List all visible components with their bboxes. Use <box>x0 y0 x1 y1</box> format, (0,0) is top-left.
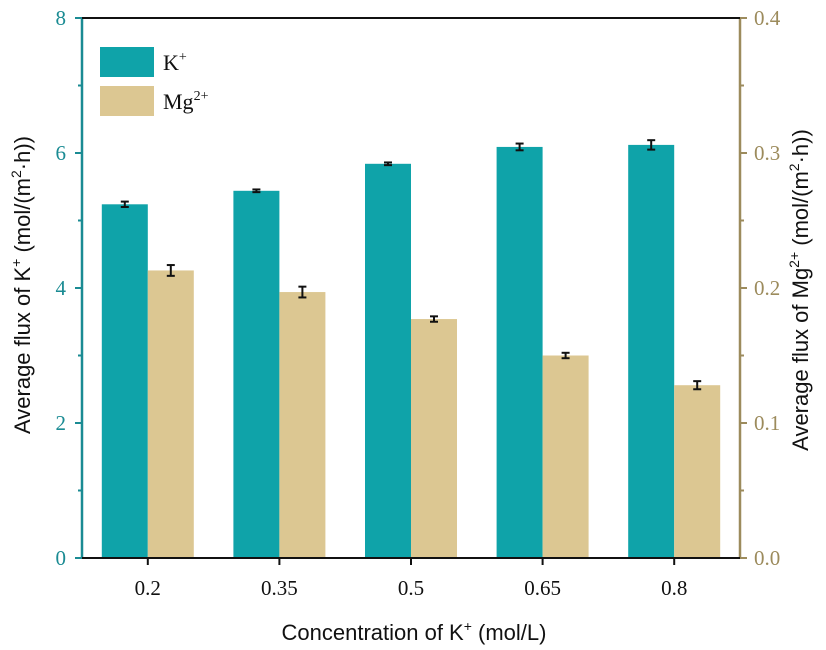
bar-k-3 <box>496 146 543 559</box>
tick-labels-layer: 0 2 4 6 8 0.0 0.1 0.2 0.3 0.4 0.2 0.35 0.5 0.65 0.8 <box>56 6 781 600</box>
right-axis-title: Average flux of Mg2+ (mol/(m2·h)) <box>786 129 813 451</box>
error-bar-k-0 <box>120 200 129 208</box>
bar-mg-2 <box>411 319 457 558</box>
bars-layer <box>101 139 721 559</box>
bar-mg-0 <box>147 270 194 558</box>
error-bar-k-4 <box>647 139 656 151</box>
legend-label-k: K+ <box>163 50 187 75</box>
right-tick-label: 0.2 <box>754 276 780 300</box>
left-tick-label: 6 <box>56 141 67 165</box>
bar-mg-4 <box>674 385 721 558</box>
error-bar-mg-0 <box>166 264 175 277</box>
error-bar-k-1 <box>252 188 261 194</box>
bar-mg-1 <box>279 292 326 558</box>
left-tick-label: 0 <box>56 546 67 570</box>
left-tick-label: 4 <box>56 276 67 300</box>
x-tick-label: 0.5 <box>398 576 424 600</box>
error-bar-mg-3 <box>561 351 570 360</box>
axes-layer <box>75 17 747 565</box>
bar-k-2 <box>365 163 411 559</box>
x-tick-label: 0.35 <box>261 576 298 600</box>
legend: K+ Mg2+ <box>100 47 209 116</box>
left-tick-label: 8 <box>56 6 67 30</box>
left-tick-label: 2 <box>56 411 67 435</box>
bar-k-4 <box>628 144 675 558</box>
left-axis-title: Average flux of K+ (mol/(m2·h)) <box>8 136 35 434</box>
right-tick-label: 0.0 <box>754 546 780 570</box>
error-bar-mg-2 <box>430 315 438 323</box>
x-tick-label: 0.8 <box>661 576 687 600</box>
right-tick-label: 0.4 <box>754 6 781 30</box>
error-bar-k-3 <box>515 142 524 152</box>
bar-k-0 <box>101 204 148 559</box>
legend-swatch-mg <box>100 86 154 116</box>
bar-k-1 <box>233 190 280 559</box>
right-tick-label: 0.1 <box>754 411 780 435</box>
legend-swatch-k <box>100 47 154 77</box>
error-bar-mg-1 <box>298 285 307 299</box>
legend-label-mg: Mg2+ <box>163 89 209 114</box>
x-tick-label: 0.2 <box>135 576 161 600</box>
x-axis-title: Concentration of K+ (mol/L) <box>282 618 547 645</box>
error-bar-mg-4 <box>693 380 702 391</box>
error-bar-k-2 <box>384 161 392 167</box>
bar-mg-3 <box>542 355 589 558</box>
right-tick-label: 0.3 <box>754 141 780 165</box>
x-tick-label: 0.65 <box>524 576 561 600</box>
